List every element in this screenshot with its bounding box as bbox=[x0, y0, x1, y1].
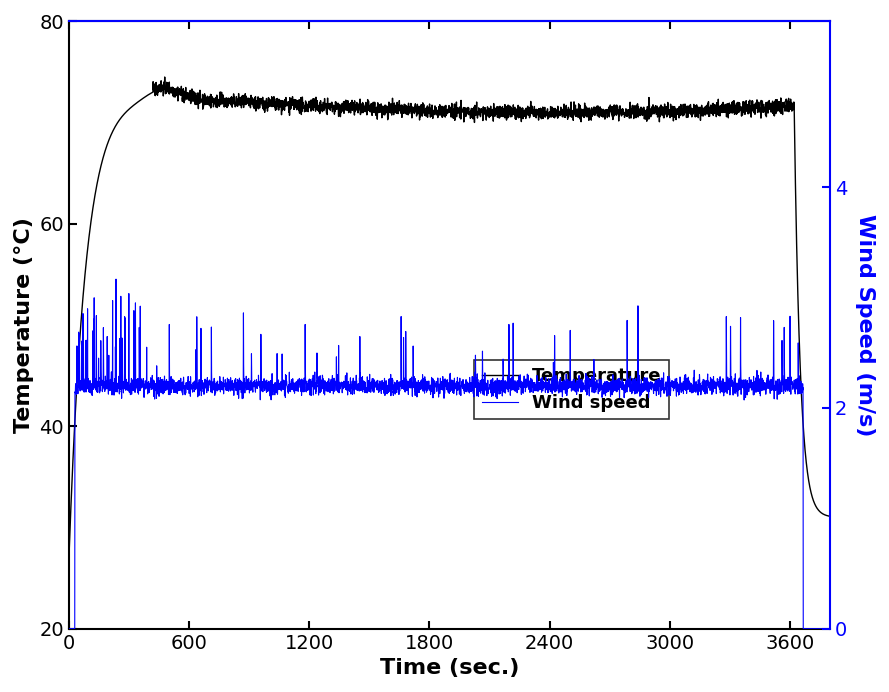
Wind speed bbox=[506, 374, 517, 383]
Temperature bbox=[159, 73, 170, 81]
Line: Temperature: Temperature bbox=[69, 77, 830, 558]
Temperature bbox=[64, 554, 75, 562]
Temperature bbox=[749, 106, 759, 114]
Wind speed bbox=[720, 382, 731, 390]
Temperature bbox=[693, 103, 703, 111]
Wind speed bbox=[411, 381, 421, 389]
Y-axis label: Temperature (°C): Temperature (°C) bbox=[14, 217, 34, 433]
Temperature bbox=[506, 103, 517, 111]
Temperature bbox=[335, 105, 346, 113]
Wind speed bbox=[749, 381, 759, 389]
Wind speed bbox=[335, 383, 346, 391]
Wind speed bbox=[693, 391, 703, 399]
Temperature bbox=[411, 107, 421, 115]
Y-axis label: Wind Speed (m/s): Wind Speed (m/s) bbox=[855, 214, 875, 436]
X-axis label: Time (sec.): Time (sec.) bbox=[380, 658, 519, 678]
Wind speed bbox=[111, 275, 122, 283]
Wind speed bbox=[825, 625, 836, 633]
Temperature bbox=[720, 104, 731, 113]
Wind speed bbox=[64, 625, 75, 633]
Temperature bbox=[825, 512, 836, 520]
Line: Wind speed: Wind speed bbox=[69, 279, 830, 629]
Legend: Temperature, Wind speed: Temperature, Wind speed bbox=[475, 360, 669, 419]
